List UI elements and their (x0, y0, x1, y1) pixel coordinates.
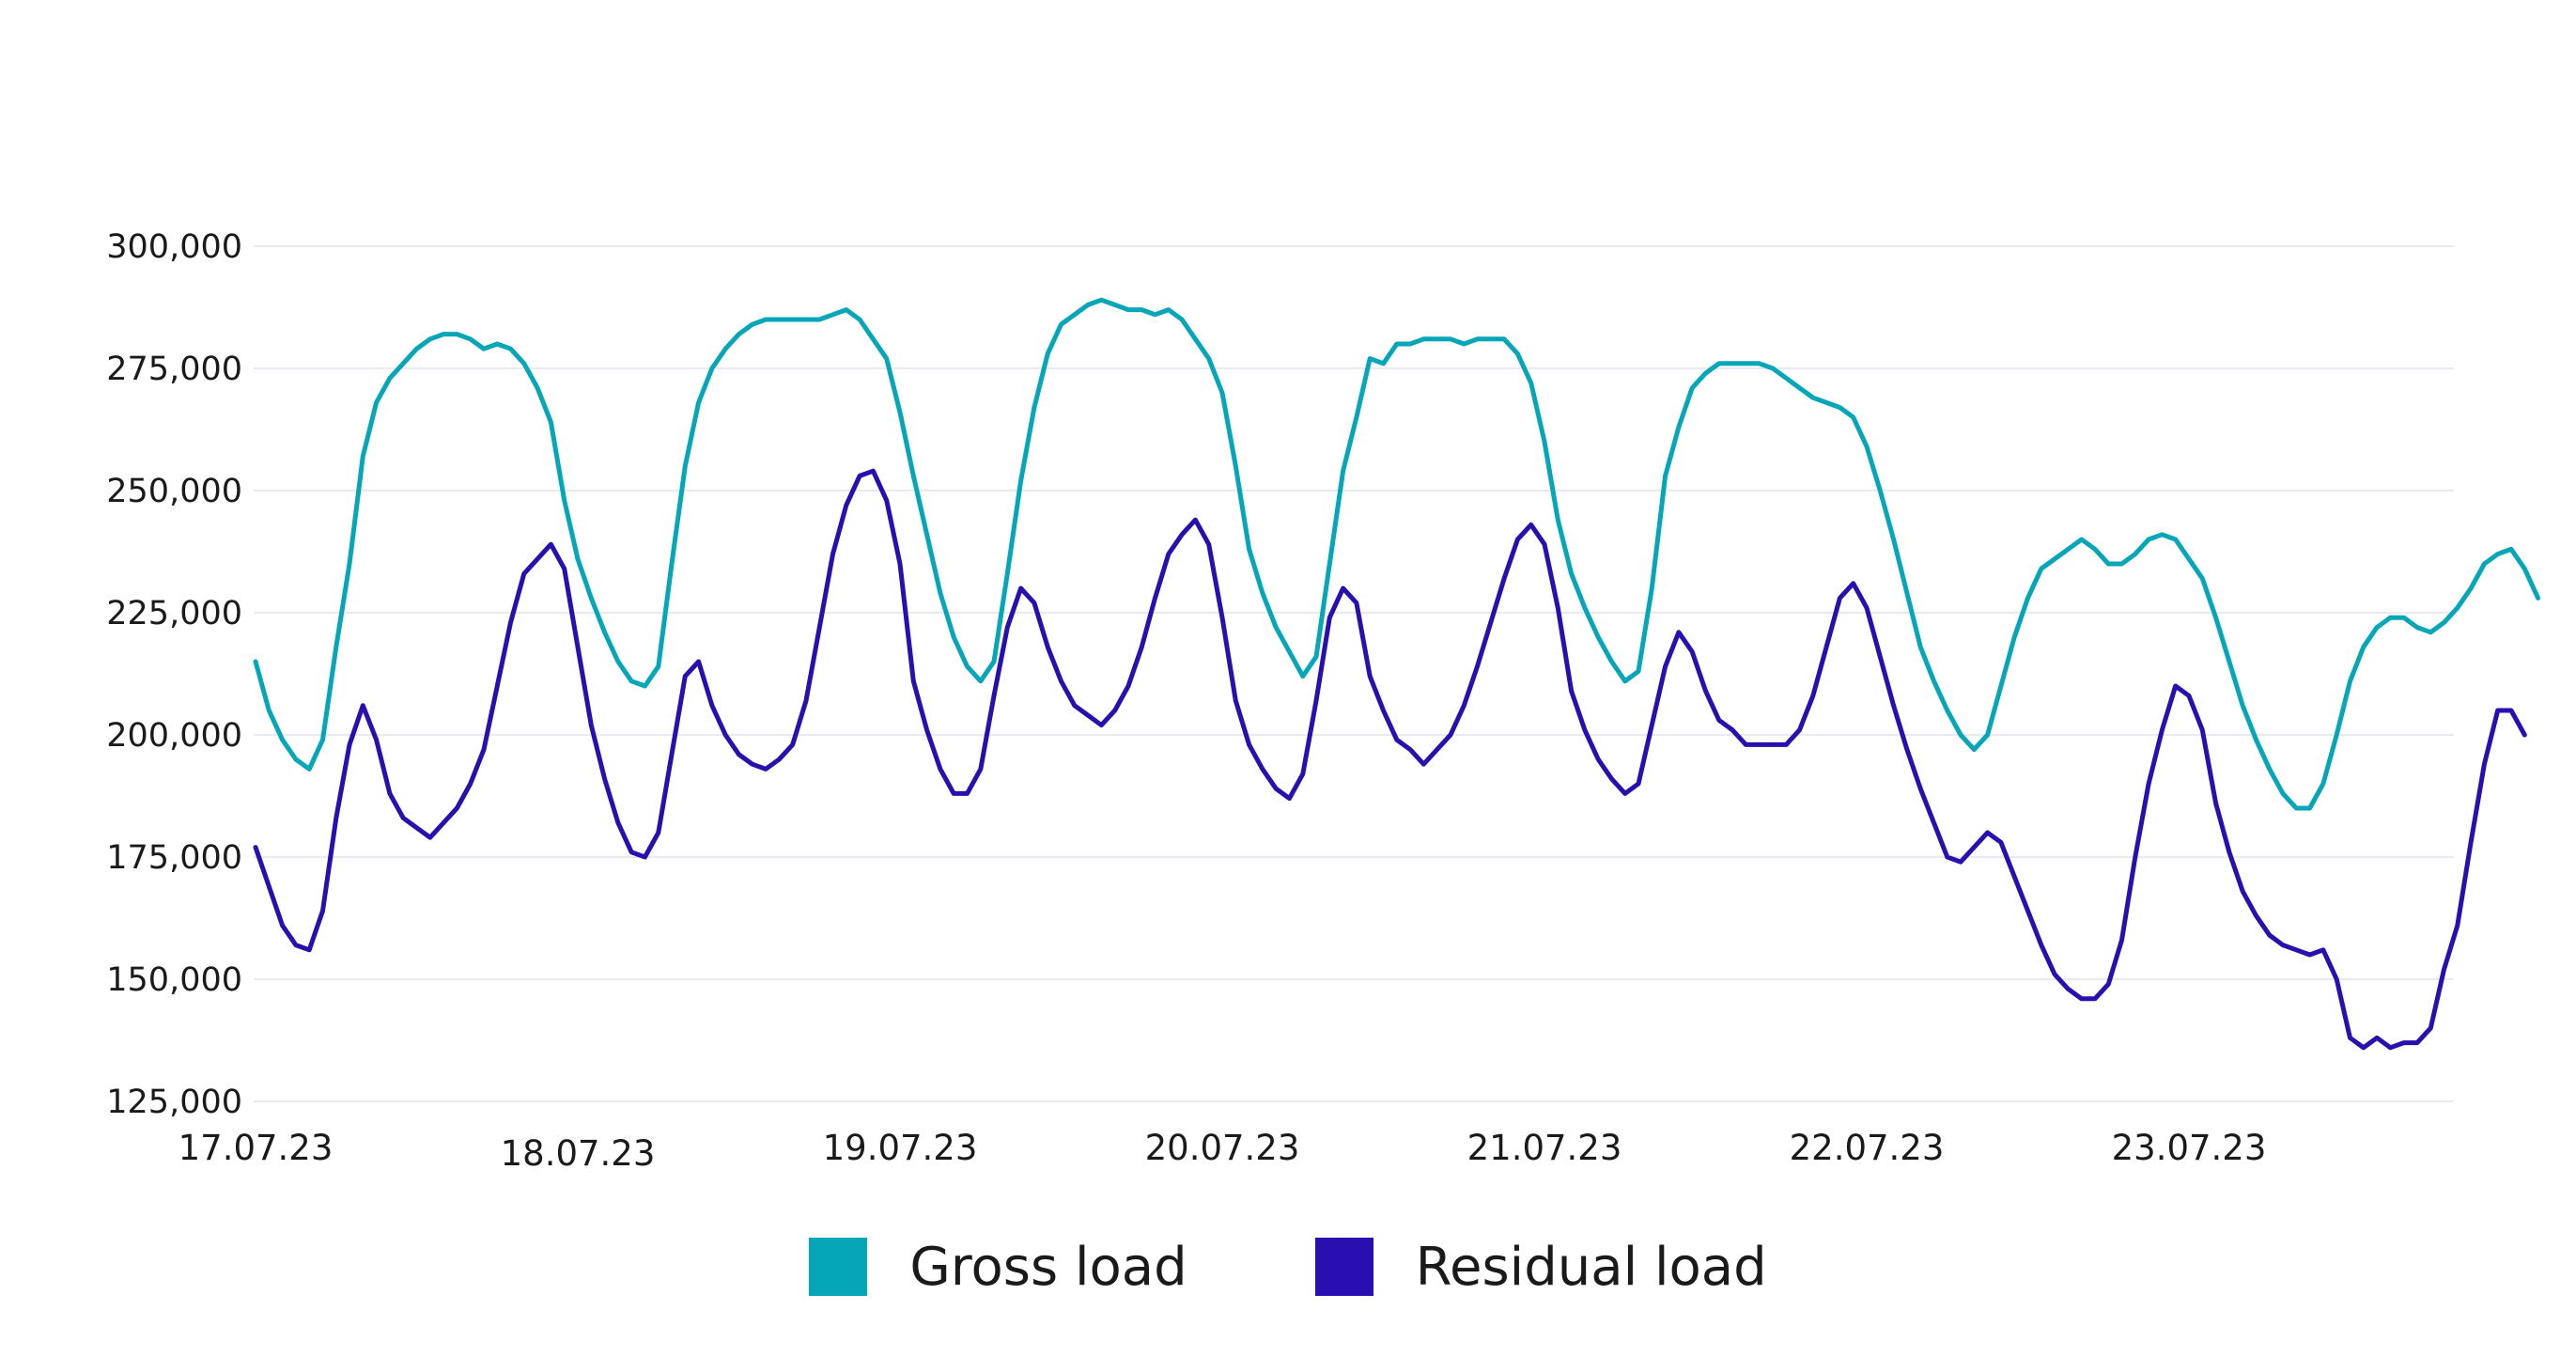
legend-swatch-gross-load (809, 1238, 868, 1296)
legend: Gross load Residual load (0, 1234, 2576, 1300)
legend-swatch-residual-load (1314, 1238, 1373, 1296)
legend-label-residual-load: Residual load (1415, 1236, 1767, 1298)
series-lines (253, 297, 2541, 1051)
x-tick-label: 23.07.23 (2112, 1128, 2267, 1168)
x-axis-ticks: 17.07.23 18.07.23 19.07.23 20.07.23 21.07.23… (178, 1128, 2267, 1174)
legend-label-gross-load: Gross load (909, 1236, 1187, 1298)
y-tick-label: 150,000 (106, 961, 242, 999)
x-tick-label: 18.07.23 (501, 1133, 656, 1174)
legend-item-gross-load[interactable]: Gross load (809, 1237, 1187, 1298)
series-line-gross-load (253, 297, 2541, 811)
y-tick-label: 250,000 (106, 473, 242, 510)
y-tick-label: 225,000 (106, 595, 242, 632)
x-tick-label: 19.07.23 (823, 1128, 978, 1168)
y-tick-label: 300,000 (106, 228, 242, 266)
series-line-residual-load (253, 468, 2527, 1051)
x-tick-label: 17.07.23 (178, 1128, 334, 1168)
y-tick-label: 175,000 (106, 839, 242, 877)
y-tick-label: 200,000 (106, 717, 242, 755)
legend-item-residual-load[interactable]: Residual load (1314, 1236, 1767, 1298)
gridlines (254, 245, 2454, 1102)
y-tick-label: 275,000 (106, 351, 242, 388)
y-axis-ticks: 125,000 150,000 175,000 200,000 225,000 250,0… (106, 228, 242, 1121)
x-tick-label: 20.07.23 (1145, 1128, 1300, 1168)
x-tick-label: 22.07.23 (1790, 1128, 1945, 1168)
y-tick-label: 125,000 (106, 1084, 242, 1121)
x-tick-label: 21.07.23 (1467, 1128, 1622, 1168)
